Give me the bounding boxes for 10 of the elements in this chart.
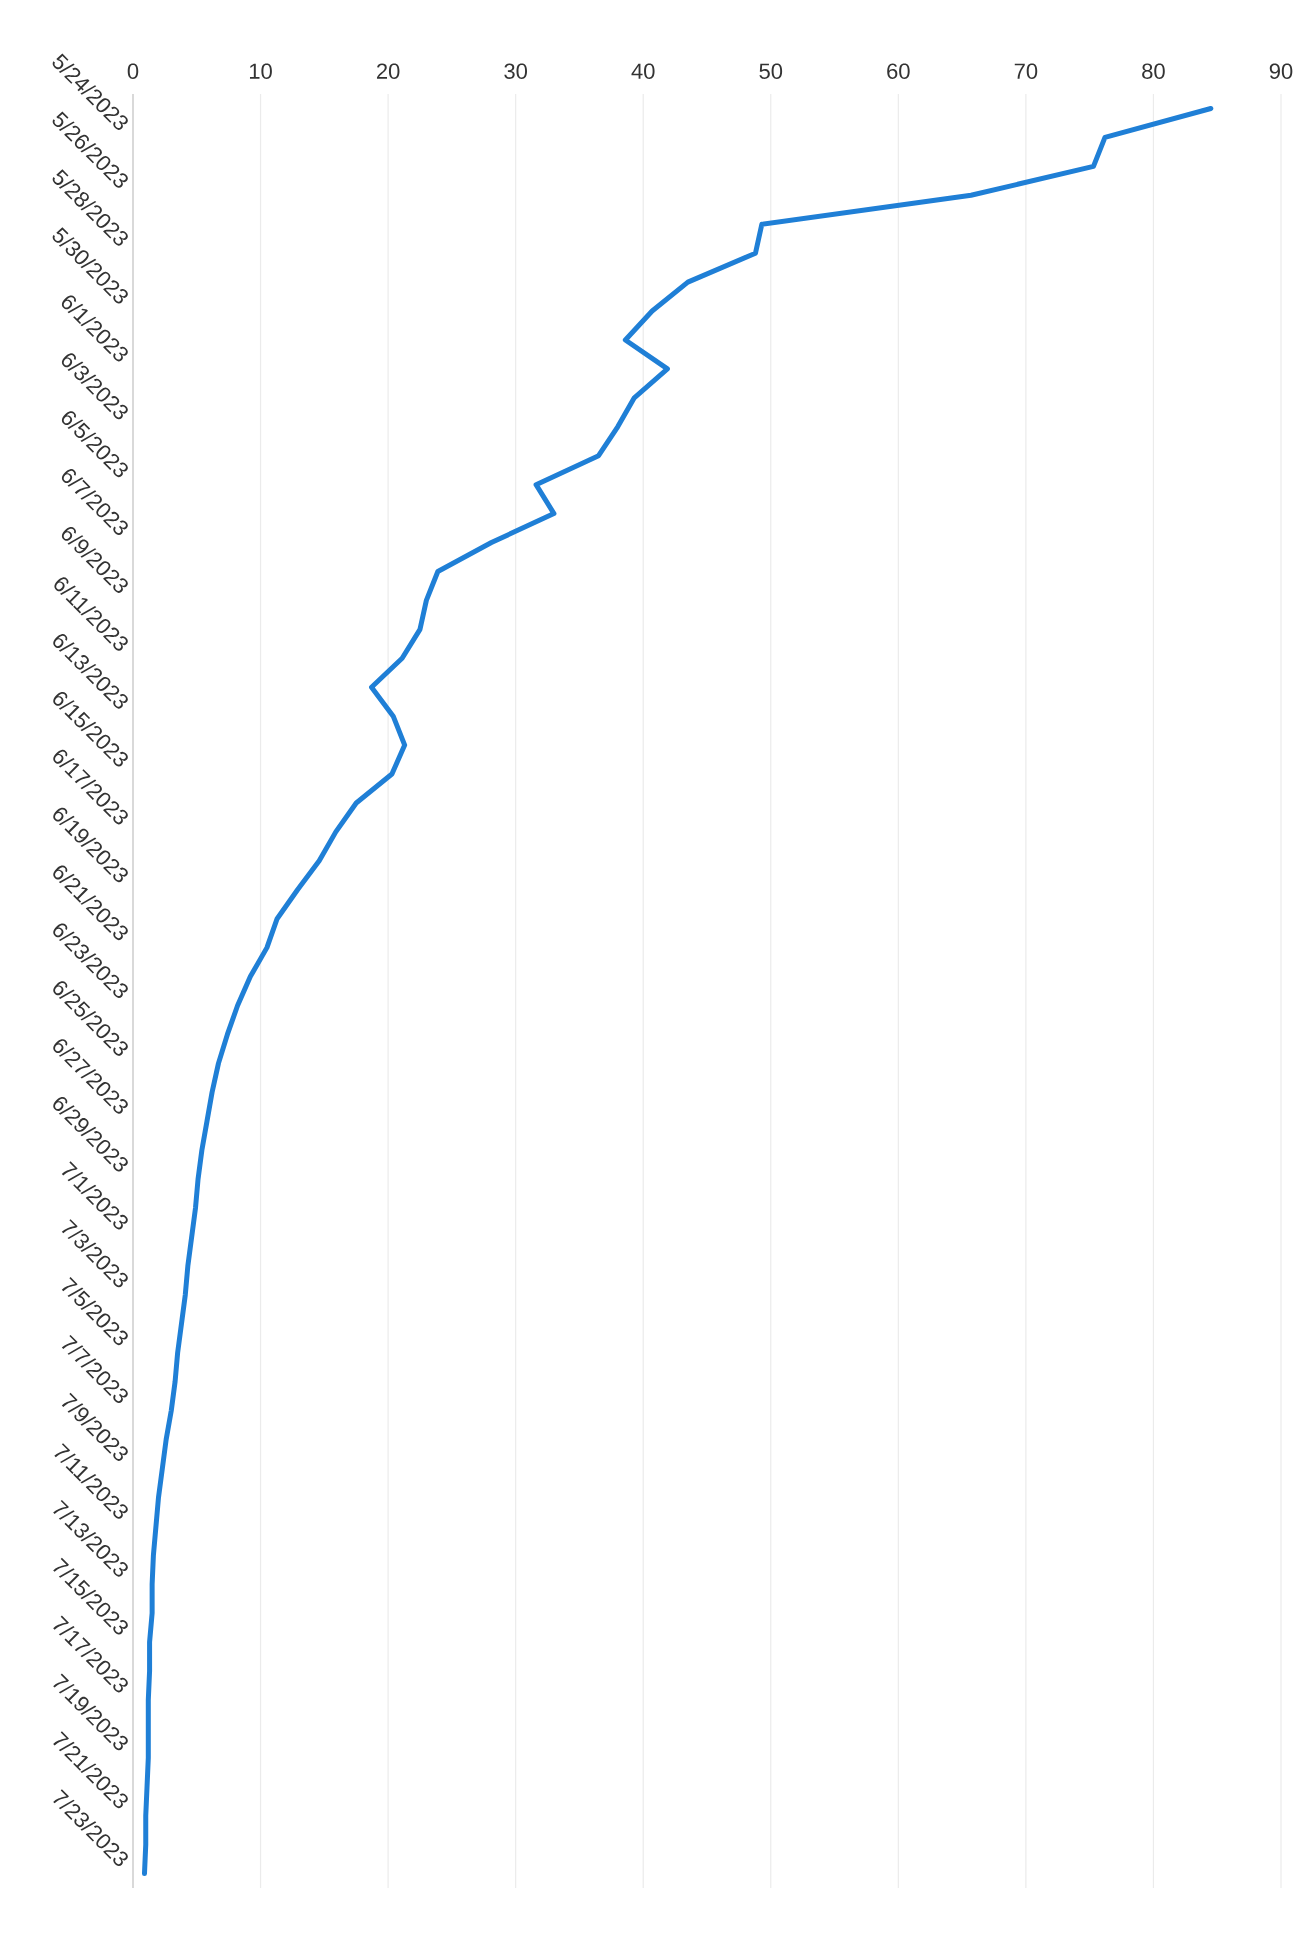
x-tick-label: 80 — [1142, 63, 1165, 79]
x-tick-label: 20 — [376, 63, 400, 79]
x-tick-label: 60 — [887, 63, 910, 79]
x-tick-label: 90 — [1269, 63, 1293, 79]
x-tick-label: 10 — [249, 63, 272, 79]
x-tick-label: 30 — [504, 63, 528, 79]
x-tick-label: 50 — [759, 63, 783, 79]
x-tick-label: 70 — [1014, 63, 1038, 79]
x-tick-label: 40 — [631, 63, 655, 79]
x-tick-label: 0 — [127, 63, 139, 79]
